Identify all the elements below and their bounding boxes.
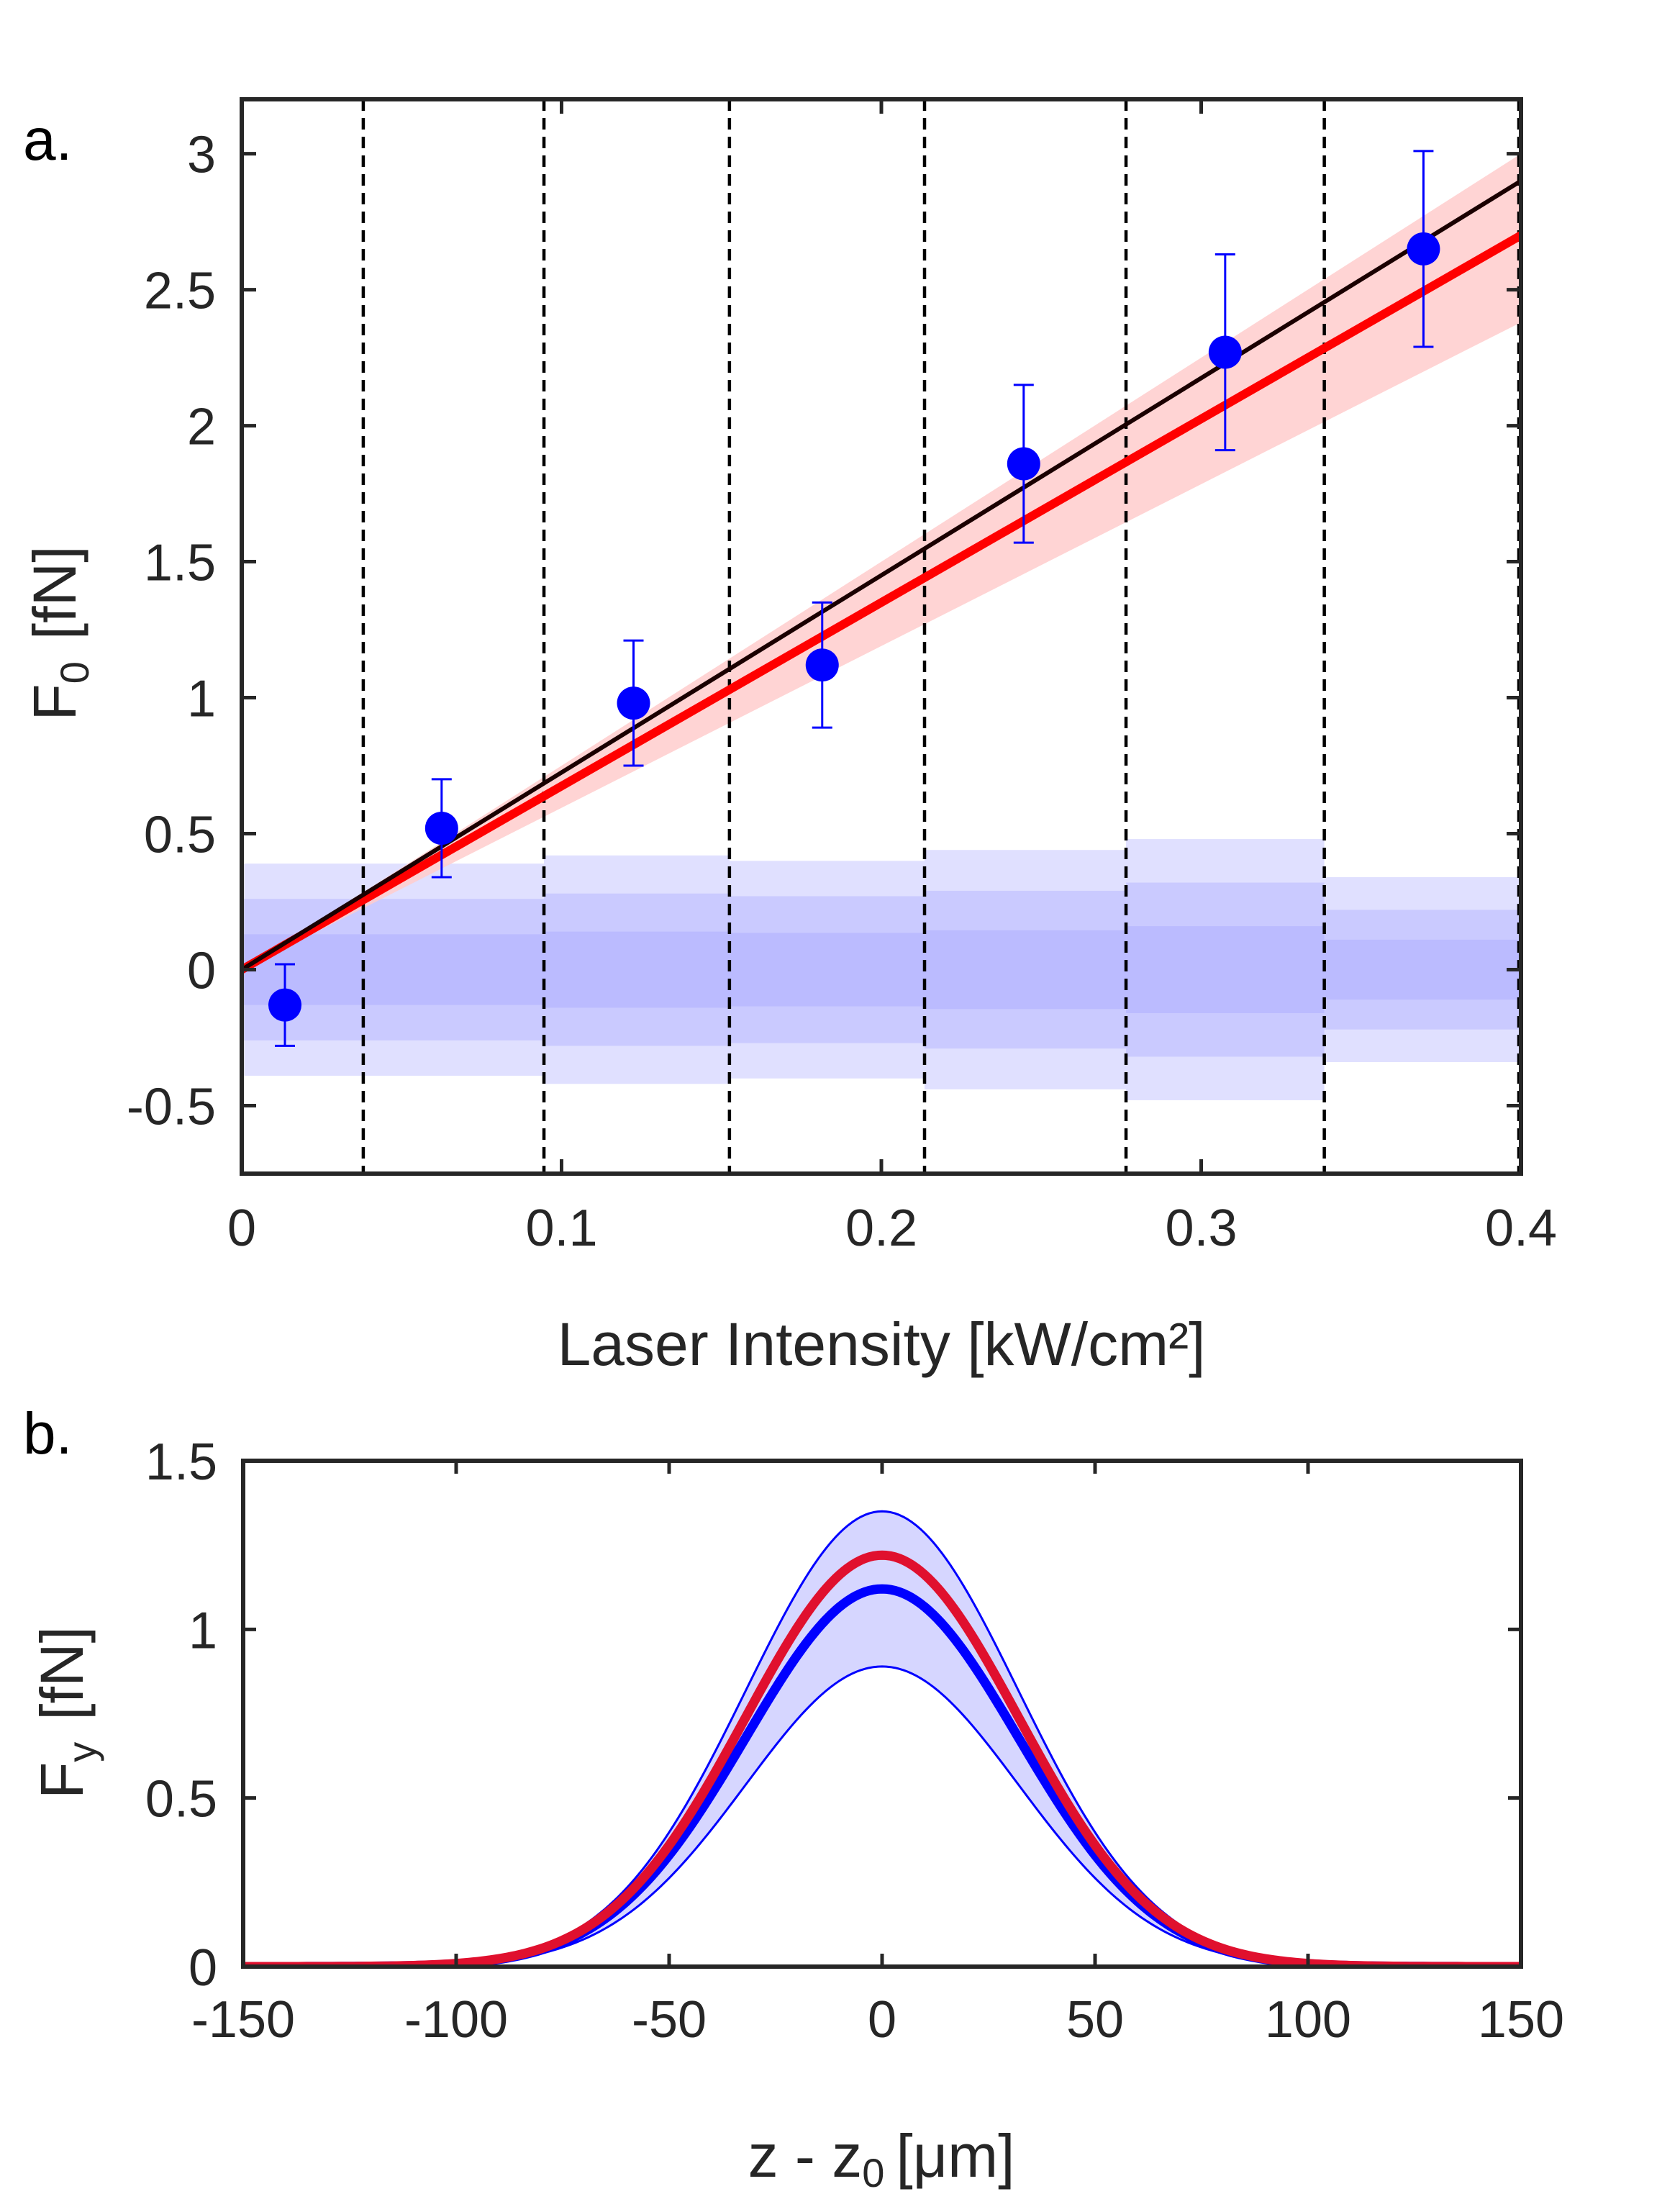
y-axis-label-b: Fy [fN] xyxy=(28,1626,104,1799)
x-axis-label-b: z - z0 [μm] xyxy=(748,2122,1015,2195)
panel-a: a. 0 0.1 0.2 0.3 0.4 -0.5 0 0.5 1 1.5 2 2.5 3 Laser … xyxy=(21,97,1557,1378)
x-tick-label: 0.4 xyxy=(1485,1200,1557,1257)
noise-band-1-s2 xyxy=(363,899,545,1041)
noise-band-6-s3 xyxy=(1324,877,1521,1063)
y-tick-label: 2 xyxy=(187,399,216,456)
band-fill xyxy=(243,1511,1521,1967)
y-axis-label: F0 [fN] xyxy=(21,545,97,720)
data-point xyxy=(805,648,839,682)
noise-band-5-s3 xyxy=(1126,839,1325,1100)
y-tick-label-b: 0 xyxy=(189,1939,217,1997)
lower-bound-curve xyxy=(243,1665,1521,1968)
y-tick-label: -0.5 xyxy=(127,1079,216,1136)
y-tick-label-b: 1 xyxy=(189,1602,217,1659)
noise-band-3-s2 xyxy=(729,896,925,1043)
noise-band-5-s1 xyxy=(1126,926,1325,1013)
fit-band-polygon xyxy=(242,153,1521,970)
x-tick-label: 0.3 xyxy=(1165,1200,1237,1257)
noise-band-3-s3 xyxy=(729,861,925,1079)
y-axis-label-main: F xyxy=(21,684,88,720)
x-tick-label-b: 150 xyxy=(1478,1991,1564,2049)
noise-band-6-s1 xyxy=(1324,939,1521,1000)
x-axis-label-b-main: z - z xyxy=(748,2122,863,2190)
y-tick-label-b: 1.5 xyxy=(145,1433,217,1491)
panel-b-axes: -150 -100 -50 0 50 100 150 0 0.5 1 1.5 xyxy=(145,1433,1564,2049)
y-tick-label: 1 xyxy=(187,671,216,728)
x-tick-label-b: 0 xyxy=(868,1991,896,2049)
data-point xyxy=(1208,335,1242,369)
noise-band-4-s3 xyxy=(925,850,1127,1089)
panel-b-letter: b. xyxy=(23,1401,72,1467)
x-axis-label-b-sub: 0 xyxy=(862,2150,884,2195)
y-tick-label: 3 xyxy=(187,127,216,184)
noise-band-0-s1 xyxy=(242,934,363,1005)
noise-band-2-s1 xyxy=(544,931,730,1008)
noise-band-6-s2 xyxy=(1324,910,1521,1030)
noise-band-4-s2 xyxy=(925,890,1127,1049)
y-tick-label: 0.5 xyxy=(144,807,216,864)
x-axis-label: Laser Intensity [kW/cm²] xyxy=(558,1310,1206,1378)
y-tick-label-b: 0.5 xyxy=(145,1771,217,1828)
noise-band-2-s2 xyxy=(544,893,730,1046)
fit-line xyxy=(240,231,1522,974)
noise-band-0-s3 xyxy=(242,864,363,1076)
y-axis-label-b-main: F xyxy=(28,1762,96,1799)
noise-band-5-s2 xyxy=(1126,882,1325,1057)
y-tick-label: 0 xyxy=(187,943,216,1000)
panel-a-axes: 0 0.1 0.2 0.3 0.4 -0.5 0 0.5 1 1.5 2 2.5 3 xyxy=(127,97,1557,1257)
noise-band-1-s3 xyxy=(363,864,545,1076)
x-tick-label: 0.2 xyxy=(845,1200,917,1257)
y-tick-label: 1.5 xyxy=(144,535,216,592)
data-point xyxy=(617,686,650,720)
data-point xyxy=(268,988,302,1022)
noise-bands xyxy=(242,839,1521,1100)
y-tick-label: 2.5 xyxy=(144,263,216,320)
theory-line xyxy=(240,178,1522,972)
data-point xyxy=(1007,447,1040,481)
x-tick-label-b: 50 xyxy=(1066,1991,1124,2049)
fit-confidence-band xyxy=(242,153,1521,970)
noise-band-3-s1 xyxy=(729,933,925,1007)
noise-band-1-s1 xyxy=(363,934,545,1005)
confidence-band xyxy=(243,1511,1521,1967)
data-point xyxy=(1407,232,1440,266)
noise-band-2-s3 xyxy=(544,855,730,1084)
x-tick-label: 0.1 xyxy=(525,1200,597,1257)
fit-lines xyxy=(240,178,1522,974)
x-tick-label-b: -150 xyxy=(191,1991,295,2049)
x-tick-label-b: 100 xyxy=(1265,1991,1351,2049)
x-axis-label-b-unit: [μm] xyxy=(896,2122,1014,2190)
data-points xyxy=(268,150,1440,1047)
x-tick-label: 0 xyxy=(227,1200,256,1257)
noise-band-4-s1 xyxy=(925,930,1127,1010)
y-axis-label-b-unit: [fN] xyxy=(28,1626,96,1721)
data-point xyxy=(424,811,458,845)
x-tick-label-b: -50 xyxy=(632,1991,707,2049)
panel-a-letter: a. xyxy=(23,107,72,173)
y-axis-label-unit: [fN] xyxy=(21,545,88,640)
noise-band-0-s2 xyxy=(242,899,363,1041)
y-axis-label-b-sub: y xyxy=(59,1742,104,1762)
y-axis-label-sub: 0 xyxy=(52,661,97,684)
x-tick-label-b: -100 xyxy=(404,1991,508,2049)
